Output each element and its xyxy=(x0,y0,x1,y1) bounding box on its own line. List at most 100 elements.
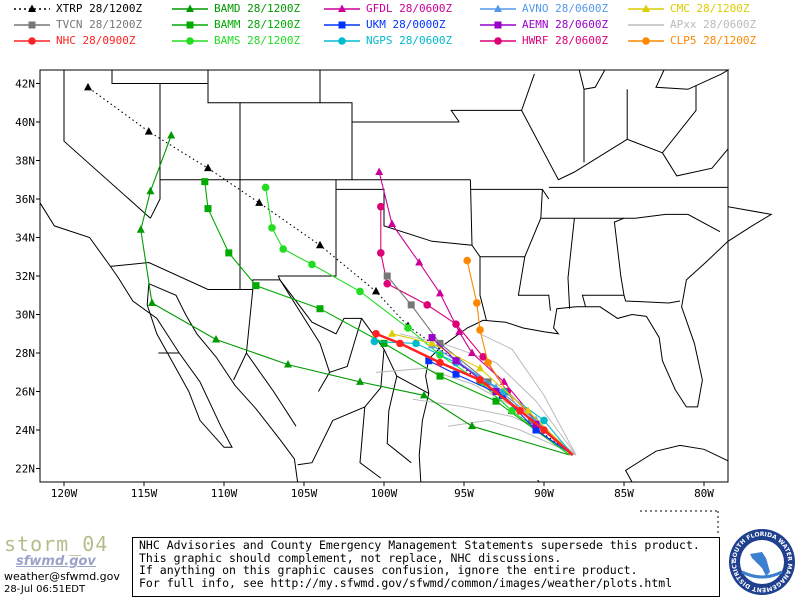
lon-label: 110W xyxy=(211,487,238,500)
track-point-xtrp xyxy=(255,198,264,206)
disclaimer-line: NHC Advisories and County Emergency Mana… xyxy=(139,538,700,552)
track-point-hwrf xyxy=(479,353,488,361)
coastline xyxy=(39,69,773,483)
ensemble-line xyxy=(479,333,577,456)
track-point-hwrf xyxy=(377,249,385,257)
track-bams xyxy=(261,183,570,456)
border-line xyxy=(540,213,721,233)
track-point-bamd xyxy=(212,335,220,343)
legend-symbol-ukm xyxy=(324,21,360,29)
border-line xyxy=(336,188,481,257)
border-line xyxy=(245,352,297,427)
lon-label: 85W xyxy=(614,487,634,500)
lat-label: 22N xyxy=(15,463,35,476)
track-point-bamm xyxy=(316,305,324,313)
track-point-clp5 xyxy=(473,299,481,307)
lat-label: 30N xyxy=(15,309,35,322)
legend-marker-bamm xyxy=(186,21,194,29)
border-line xyxy=(277,179,337,281)
legend-label: CMC 28/1200Z xyxy=(670,2,750,15)
track-point-bamd xyxy=(356,377,364,385)
track-point-aemn xyxy=(452,357,460,365)
track-point-ngps xyxy=(370,337,379,346)
sfwmd-logo: SOUTH FLORIDA WATER MANAGEMENT DISTRICT xyxy=(729,529,795,595)
legend-symbol-bamm xyxy=(172,21,208,29)
track-point-ukm xyxy=(532,426,540,434)
legend-label: HWRF 28/0600Z xyxy=(522,34,609,47)
track-point-bamm xyxy=(204,205,212,213)
track-point-bams xyxy=(508,406,516,415)
track-point-bams xyxy=(261,183,270,192)
track-point-bamd xyxy=(146,186,155,195)
legend-marker-bams xyxy=(186,37,194,45)
timestamp: 28-Jul 06:51EDT xyxy=(4,584,86,595)
track-point-ngps xyxy=(500,387,508,396)
track-point-hwrf xyxy=(377,202,385,211)
legend-label: BAMS 28/1200Z xyxy=(214,34,301,47)
track-point-ukm xyxy=(452,370,460,378)
track-point-bams xyxy=(404,324,412,332)
border-line xyxy=(469,179,473,246)
border-line xyxy=(279,279,331,392)
track-point-tvcn xyxy=(407,301,415,309)
track-point-hwrf xyxy=(452,320,460,328)
border-line xyxy=(623,295,681,304)
lon-label: 80W xyxy=(694,487,714,500)
disclaimer-box: NHC Advisories and County Emergency Mana… xyxy=(132,537,720,597)
track-point-bams xyxy=(279,245,288,253)
contact-email[interactable]: weather@sfwmd.gov xyxy=(4,570,120,583)
track-point-ukm xyxy=(498,391,506,399)
legend-marker-ukm xyxy=(338,21,346,29)
tracks-layer xyxy=(84,82,577,456)
track-point-bamm xyxy=(436,372,444,380)
legend-marker-gfdl xyxy=(338,4,346,12)
disclaimer-line: If anything on this graphic causes confu… xyxy=(139,563,638,577)
track-point-bamm xyxy=(225,249,233,257)
track-point-xtrp xyxy=(316,240,324,249)
track-point-gfdl xyxy=(388,219,396,228)
track-point-clp5 xyxy=(484,358,492,367)
legend: XTRP 28/1200Z BAMD 28/1200Z GFDL 28/0600Z A… xyxy=(0,0,800,48)
track-point-bamd xyxy=(136,225,145,233)
legend-symbol-gfdl xyxy=(324,4,360,12)
border-line xyxy=(567,218,575,309)
brand-block: storm_04 sfwmd.gov weather@sfwmd.gov 28-… xyxy=(4,532,134,598)
legend-marker-avno xyxy=(494,4,502,12)
track-point-gfdl xyxy=(455,327,464,335)
border-line xyxy=(329,318,363,373)
track-point-gfdl xyxy=(436,288,444,297)
legend-label: GFDL 28/0600Z xyxy=(366,2,453,15)
lat-label: 26N xyxy=(15,386,35,399)
legend-label: NGPS 28/0600Z xyxy=(366,34,453,47)
inset-frame xyxy=(640,510,720,535)
brand-link[interactable]: sfwmd.gov xyxy=(16,554,96,569)
legend-marker-clp5 xyxy=(642,37,650,45)
legend-marker-hwrf xyxy=(494,37,502,45)
track-point-nhc xyxy=(396,339,404,348)
track-point-bams xyxy=(308,260,316,269)
legend-label: TVCN 28/1200Z xyxy=(56,18,143,31)
track-point-bamd xyxy=(468,421,476,430)
track-point-hwrf xyxy=(423,301,432,309)
track-point-bams xyxy=(268,224,276,232)
track-point-xtrp xyxy=(84,82,92,91)
track-point-tvcn xyxy=(383,272,391,280)
track-point-gfdl xyxy=(415,258,424,266)
legend-label: APxx 28/0600Z xyxy=(670,18,757,31)
legend-marker-ngps xyxy=(338,37,346,45)
lat-label: 38N xyxy=(15,154,35,167)
legend-marker-aemn xyxy=(494,21,502,29)
track-point-bamd xyxy=(284,360,292,368)
track-point-bamd xyxy=(167,130,176,139)
legend-marker-nhc xyxy=(28,37,36,45)
lat-label: 32N xyxy=(15,270,35,283)
border-line xyxy=(581,217,625,307)
disclaimer-link-line[interactable]: For full info, see http://my.sfwmd.gov/s… xyxy=(139,575,673,590)
legend-symbol-nhc xyxy=(14,37,50,45)
lat-label: 24N xyxy=(15,424,35,437)
track-point-xtrp xyxy=(144,127,153,135)
legend-symbol-bamd xyxy=(172,4,208,12)
legend-label: BAMM 28/1200Z xyxy=(214,18,301,31)
lat-label: 40N xyxy=(15,116,35,129)
legend-label: BAMD 28/1200Z xyxy=(214,2,301,15)
